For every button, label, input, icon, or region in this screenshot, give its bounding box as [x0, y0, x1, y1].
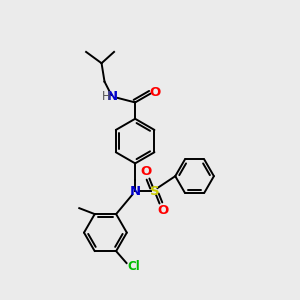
Text: H: H	[102, 90, 111, 103]
Text: N: N	[107, 90, 118, 103]
Text: O: O	[149, 85, 161, 98]
Text: O: O	[158, 204, 169, 218]
Text: S: S	[150, 184, 159, 197]
Text: O: O	[140, 165, 151, 178]
Text: N: N	[130, 184, 141, 197]
Text: Cl: Cl	[128, 260, 140, 272]
